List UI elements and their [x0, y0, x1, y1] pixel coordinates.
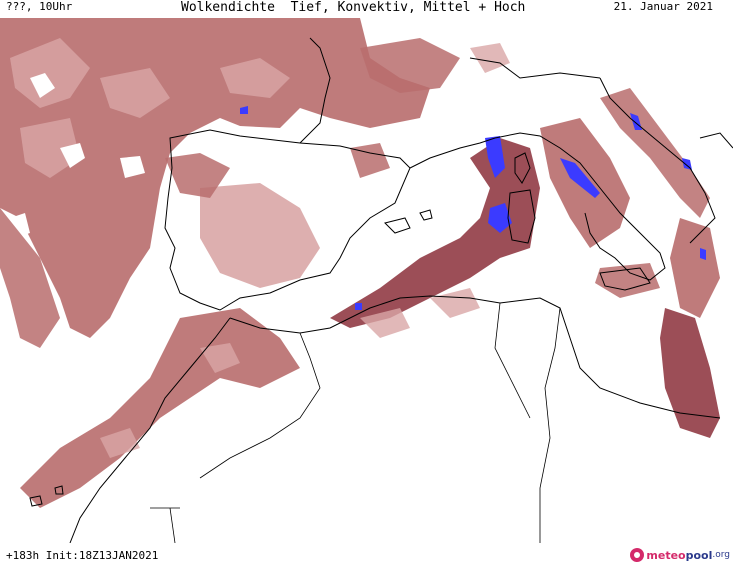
logo-text-domain: .org [712, 550, 730, 560]
border-morocco-algeria [199, 332, 321, 479]
cloud-layer [0, 18, 720, 508]
cloud-area-iberia [200, 183, 320, 288]
coastline-canaries [29, 485, 64, 507]
convective-area-corsica [485, 136, 505, 178]
cloud-area-med-band [330, 138, 540, 328]
border-algeria-tunisia [539, 307, 561, 543]
cloud-area-france [360, 38, 460, 93]
cloud-area-south-italy [670, 218, 720, 318]
coastline-italy-east [599, 77, 716, 244]
cloud-area-ionian [660, 308, 720, 438]
header-bar: ???, 10Uhr Wolkendichte Tief, Konvektiv,… [0, 0, 733, 18]
coastline-greece [699, 132, 733, 149]
run-label: ???, 10Uhr [6, 0, 73, 13]
cloud-area-atlantic-white-gaps [10, 73, 145, 238]
coastline-corsica [514, 152, 531, 184]
logo-text-pool: pool [685, 548, 713, 562]
coastline-layer [29, 37, 733, 543]
coastline-sardinia [507, 189, 536, 244]
forecast-date: 21. Januar 2021 [613, 0, 713, 13]
coastline-italy [494, 132, 666, 281]
cloud-area-atlantic-light [10, 38, 290, 178]
coastline-iberia [164, 129, 411, 311]
coastline-alps [469, 57, 601, 79]
logo-text-meteo: meteo [646, 548, 686, 562]
coastline-morocco [69, 317, 231, 543]
map-title: Wolkendichte Tief, Konvektiv, Mittel + H… [181, 0, 526, 15]
convective-area-sardinia [488, 203, 512, 233]
cloud-area-adriatic [600, 88, 710, 218]
cloud-density-map [0, 18, 733, 543]
border-algeria-inner [150, 507, 180, 543]
cloud-area-north-small [470, 43, 510, 73]
meteopool-logo: meteo pool .org [630, 547, 730, 563]
coastline-sicily [599, 267, 651, 291]
cloud-area-morocco-light [100, 343, 240, 458]
cloud-area-west-tail [0, 208, 60, 348]
cloud-area-iberia-dark [165, 143, 390, 198]
forecast-info: +183h Init:18Z13JAN2021 [6, 549, 159, 562]
meteopool-logo-icon [630, 548, 645, 562]
coastline-france [299, 37, 496, 169]
coastline-balearics [384, 209, 433, 234]
border-algeria-libya [494, 302, 531, 419]
cloud-area-med-light [360, 288, 480, 338]
convective-area-italy [560, 158, 600, 198]
